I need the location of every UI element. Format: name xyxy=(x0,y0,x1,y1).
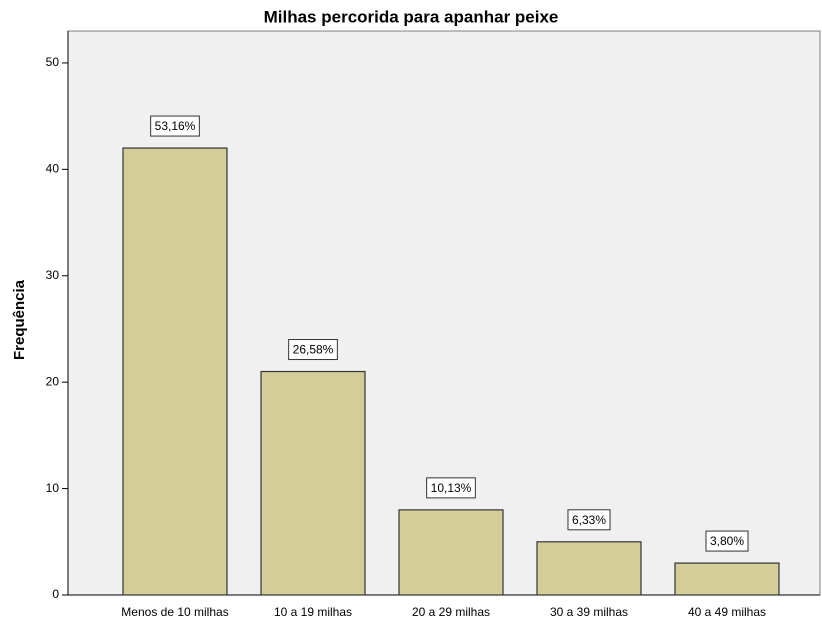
y-tick-label: 50 xyxy=(46,55,60,69)
x-tick-label: 20 a 29 milhas xyxy=(412,605,490,619)
x-tick-label: Menos de 10 milhas xyxy=(121,605,228,619)
y-tick-label: 10 xyxy=(46,481,60,495)
y-tick-label: 40 xyxy=(46,162,60,176)
data-label: 26,58% xyxy=(293,343,334,357)
bar xyxy=(536,541,642,596)
data-label-box xyxy=(150,115,200,137)
x-tick-label: 30 a 39 milhas xyxy=(550,605,628,619)
x-tick-label: 40 a 49 milhas xyxy=(688,605,766,619)
y-tick-label: 0 xyxy=(52,587,59,601)
data-label-box xyxy=(288,339,338,361)
bar xyxy=(260,370,366,596)
data-label-box xyxy=(705,530,749,552)
data-label-box xyxy=(426,477,476,499)
data-label: 6,33% xyxy=(572,513,606,527)
data-label: 10,13% xyxy=(431,481,472,495)
chart-title: Milhas percorida para apanhar peixe xyxy=(264,7,559,26)
x-tick-label: 10 a 19 milhas xyxy=(274,605,352,619)
data-label: 53,16% xyxy=(155,119,196,133)
data-label: 3,80% xyxy=(710,534,744,548)
data-label-box xyxy=(567,509,611,531)
bar xyxy=(122,147,228,596)
y-tick-label: 20 xyxy=(46,374,60,388)
y-axis-label: Frequência xyxy=(11,279,28,360)
bar xyxy=(674,562,780,596)
y-tick-label: 30 xyxy=(46,268,60,282)
bar xyxy=(398,509,504,596)
